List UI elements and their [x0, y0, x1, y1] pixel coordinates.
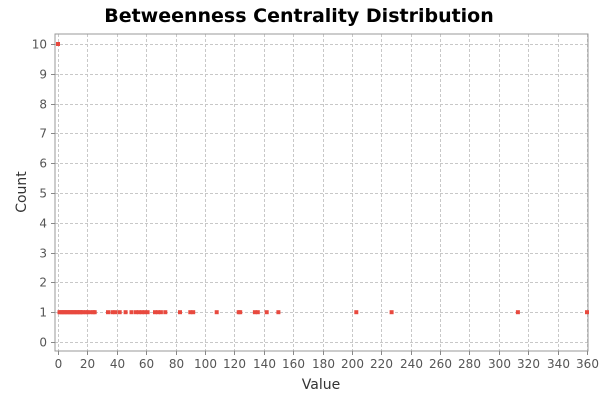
x-tick-label: 300 — [488, 357, 511, 371]
x-tick-label: 280 — [458, 357, 481, 371]
data-point — [136, 310, 141, 315]
data-point — [155, 310, 160, 315]
y-tick-label: 3 — [39, 247, 47, 261]
data-point — [238, 310, 243, 315]
data-point — [117, 310, 122, 315]
x-tick-label: 120 — [223, 357, 246, 371]
y-tick-label: 7 — [39, 127, 47, 141]
x-tick-label: 40 — [110, 357, 125, 371]
x-tick-label: 80 — [169, 357, 184, 371]
data-point — [145, 310, 150, 315]
data-points — [56, 42, 589, 315]
data-point — [85, 310, 90, 315]
data-point — [264, 310, 269, 315]
x-tick-label: 240 — [400, 357, 423, 371]
data-point — [163, 310, 168, 315]
axis-ticks: 0 20 40 60 80 100 120 140 160 180 200 220 240 260 280 3… — [32, 38, 599, 372]
data-point — [142, 310, 147, 315]
y-tick-label: 4 — [39, 217, 47, 231]
data-point — [81, 310, 85, 315]
x-tick-label: 60 — [139, 357, 154, 371]
y-tick-label: 2 — [39, 276, 47, 290]
data-point — [139, 310, 144, 315]
data-point — [129, 310, 134, 315]
data-point — [191, 310, 196, 315]
x-tick-label: 260 — [429, 357, 452, 371]
y-tick-label: 9 — [39, 68, 47, 82]
data-point — [515, 310, 520, 315]
y-tick-label: 0 — [39, 336, 47, 350]
data-point — [214, 310, 219, 315]
data-point — [354, 310, 359, 315]
y-axis-label: Count — [14, 171, 30, 213]
x-tick-label: 180 — [312, 357, 335, 371]
data-point — [178, 310, 182, 315]
data-point — [153, 310, 157, 315]
data-point — [133, 310, 138, 315]
y-tick-label: 10 — [32, 38, 47, 52]
x-tick-label: 360 — [576, 357, 599, 371]
x-axis-label: Value — [302, 377, 340, 393]
x-tick-label: 0 — [55, 357, 63, 371]
data-point — [88, 310, 93, 315]
data-point — [585, 310, 589, 315]
data-point — [113, 310, 118, 315]
data-point — [110, 310, 115, 315]
x-tick-label: 20 — [80, 357, 95, 371]
y-tick-label: 8 — [39, 98, 47, 112]
data-point — [158, 310, 163, 315]
data-point — [389, 310, 394, 315]
data-point — [92, 310, 97, 315]
data-point — [56, 42, 60, 46]
y-tick-label: 6 — [39, 157, 47, 171]
data-point — [276, 310, 281, 315]
data-point — [255, 310, 260, 315]
data-point — [252, 310, 257, 315]
y-tick-label: 1 — [39, 306, 47, 320]
y-tick-label: 5 — [39, 187, 47, 201]
data-point — [188, 310, 193, 315]
x-tick-label: 100 — [194, 357, 217, 371]
x-tick-label: 320 — [517, 357, 540, 371]
grid-lines — [55, 34, 588, 351]
x-tick-label: 220 — [370, 357, 393, 371]
x-tick-label: 160 — [282, 357, 305, 371]
x-tick-label: 340 — [547, 357, 570, 371]
x-tick-label: 200 — [341, 357, 364, 371]
data-point — [123, 310, 128, 315]
plot-area — [54, 33, 589, 352]
data-point — [106, 310, 110, 315]
chart-title: Betweenness Centrality Distribution — [104, 5, 494, 27]
x-tick-label: 140 — [253, 357, 276, 371]
